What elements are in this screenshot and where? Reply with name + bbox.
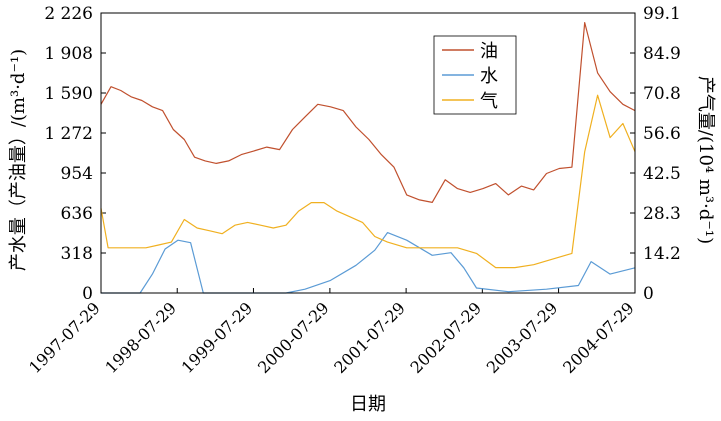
y-right-tick-label: 14.2 (643, 244, 681, 264)
y-left-tick-label: 636 (61, 204, 93, 224)
y-left-tick-label: 318 (61, 244, 93, 264)
series-layer (100, 22, 636, 294)
series-line-2 (101, 232, 636, 294)
y-right-tick-label: 28.3 (643, 204, 681, 224)
x-axis-label: 日期 (350, 394, 386, 415)
y-left-tick-label: 1 272 (44, 124, 93, 144)
y-axis-right-label-group: 产气量/(10⁴ m³·d⁻¹) (695, 76, 716, 244)
y-right-tick-label: 56.6 (643, 124, 681, 144)
y-left-tick-label: 2 226 (44, 4, 93, 24)
series-line-3 (100, 94, 636, 269)
x-tick-label: 2000-07-29 (254, 298, 333, 377)
y-axis-left-label-group: 产水量（产油量）/(m³·d⁻¹) (8, 49, 29, 271)
x-tick-label: 1999-07-29 (178, 298, 257, 377)
plot-frame (100, 12, 636, 294)
legend-label: 水 (480, 66, 498, 87)
y-left-tick-label: 954 (61, 164, 93, 184)
x-tick-label: 1998-07-29 (101, 298, 180, 377)
legend-label: 油 (480, 41, 498, 62)
y-right-tick-label: 42.5 (643, 164, 681, 184)
series-line-1 (100, 22, 636, 203)
x-tick-label: 2003-07-29 (483, 298, 562, 377)
x-tick-label: 2004-07-29 (559, 298, 638, 377)
y-axis-right-label: 产气量/(10⁴ m³·d⁻¹) (695, 76, 716, 244)
y-axis-left-label: 产水量（产油量）/(m³·d⁻¹) (8, 49, 29, 271)
y-left-tick-label: 1 908 (44, 44, 93, 64)
y-left-tick-label: 0 (82, 284, 93, 304)
y-right-tick-label: 99.1 (643, 4, 681, 24)
y-left-tick-label: 1 590 (44, 84, 93, 104)
axis-ticks: 0 318 636 954 1 272 1 590 1 908 2 226 0 14.2 28.3 4… (25, 4, 681, 377)
legend-label: 气 (480, 91, 498, 112)
legend: 油水气 (433, 35, 517, 115)
x-tick-label: 1997-07-29 (25, 298, 104, 377)
y-right-tick-label: 0 (643, 284, 654, 304)
x-tick-label: 2001-07-29 (330, 298, 409, 377)
y-right-tick-label: 84.9 (643, 44, 681, 64)
y-right-tick-label: 70.8 (643, 84, 681, 104)
x-tick-label: 2002-07-29 (407, 298, 486, 377)
